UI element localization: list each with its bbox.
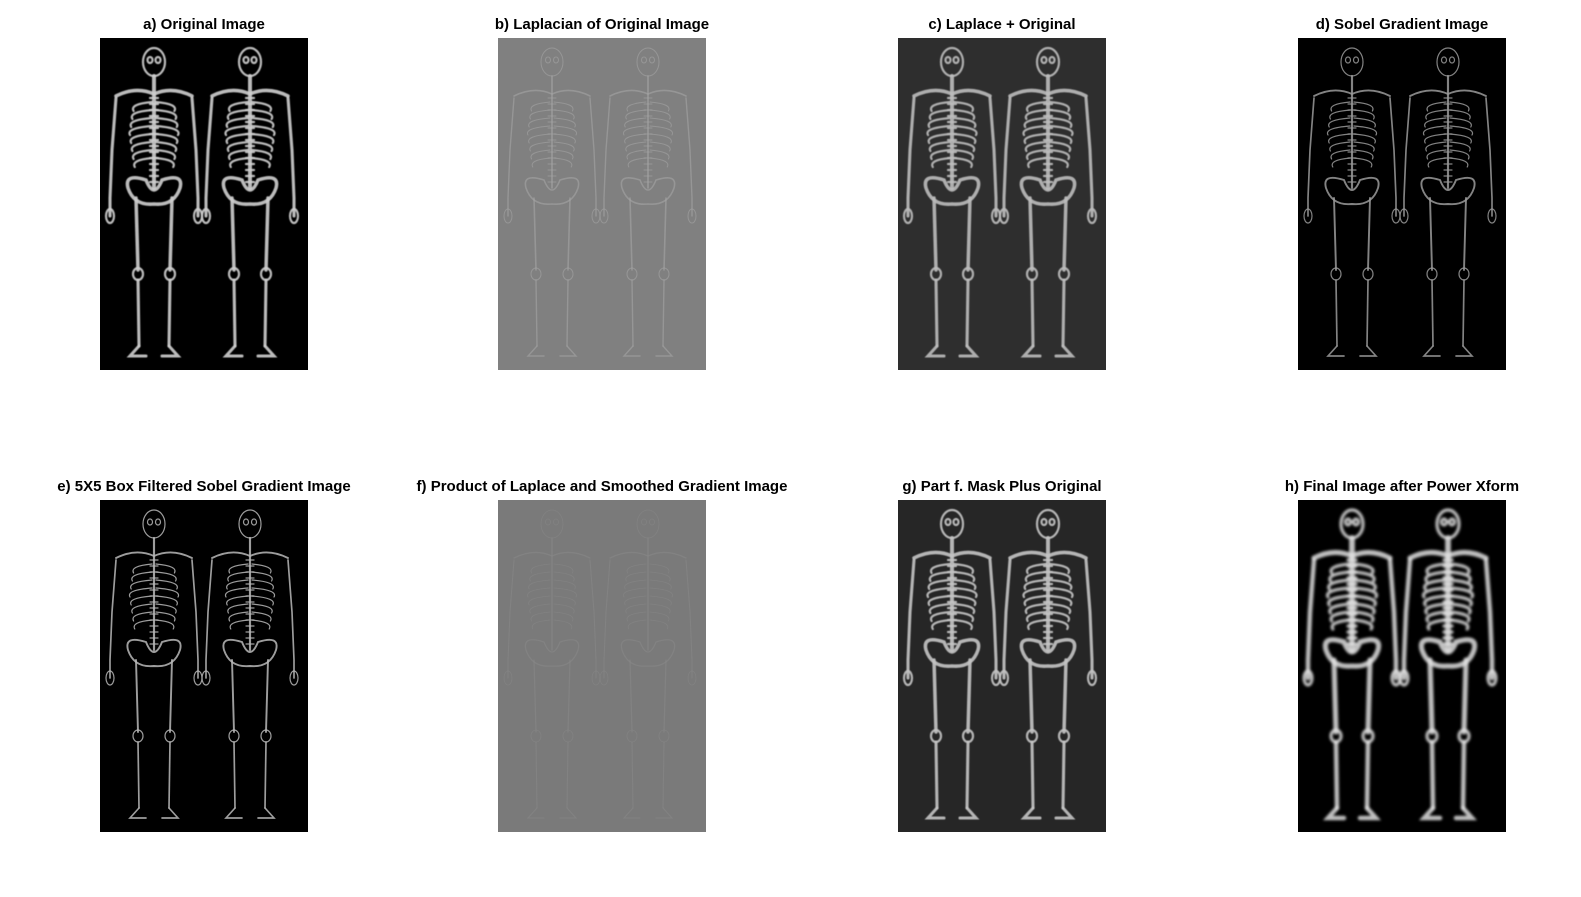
skeleton-scan-graphic bbox=[100, 38, 308, 370]
panel-e: e) 5X5 Box Filtered Sobel Gradient Image bbox=[4, 478, 404, 838]
skeleton-scan-graphic bbox=[498, 500, 706, 832]
panel-h: h) Final Image after Power Xform bbox=[1202, 478, 1581, 838]
skeleton-scan-graphic bbox=[1298, 500, 1506, 832]
panel-d: d) Sobel Gradient Image bbox=[1202, 16, 1581, 376]
panel-a-image bbox=[100, 38, 308, 370]
image-background bbox=[498, 38, 706, 370]
panel-g-image bbox=[898, 500, 1106, 832]
image-background bbox=[498, 500, 706, 832]
skeleton-pair bbox=[1303, 47, 1497, 357]
panel-h-title: h) Final Image after Power Xform bbox=[1284, 478, 1520, 495]
skeleton-pair bbox=[503, 47, 697, 357]
panel-d-title: d) Sobel Gradient Image bbox=[1315, 16, 1489, 33]
panel-g: g) Part f. Mask Plus Original bbox=[802, 478, 1202, 838]
panel-b-image bbox=[498, 38, 706, 370]
panel-c-title: c) Laplace + Original bbox=[928, 16, 1076, 33]
image-background bbox=[100, 38, 308, 370]
panel-b-title: b) Laplacian of Original Image bbox=[494, 16, 710, 33]
skeleton-pair bbox=[104, 46, 300, 358]
skeleton-pair bbox=[1302, 508, 1498, 821]
panel-a-title: a) Original Image bbox=[143, 16, 265, 33]
panel-d-image bbox=[1298, 38, 1506, 370]
skeleton-pair bbox=[503, 509, 697, 819]
skeleton-scan-graphic bbox=[498, 38, 706, 370]
skeleton-scan-graphic bbox=[100, 500, 308, 832]
skeleton-pair bbox=[902, 508, 1098, 820]
panel-h-image bbox=[1298, 500, 1506, 832]
panel-a: a) Original Image bbox=[4, 16, 404, 376]
panel-e-image bbox=[100, 500, 308, 832]
panel-g-title: g) Part f. Mask Plus Original bbox=[902, 478, 1102, 495]
panel-c-image bbox=[898, 38, 1106, 370]
image-background bbox=[898, 500, 1106, 832]
skeleton-scan-graphic bbox=[1298, 38, 1506, 370]
skeleton-scan-graphic bbox=[898, 38, 1106, 370]
skeleton-pair bbox=[105, 509, 299, 819]
image-background bbox=[100, 500, 308, 832]
panel-b: b) Laplacian of Original Image bbox=[402, 16, 802, 376]
panel-e-title: e) 5X5 Box Filtered Sobel Gradient Image bbox=[57, 478, 351, 495]
panel-f: f) Product of Laplace and Smoothed Gradi… bbox=[402, 478, 802, 838]
panel-c: c) Laplace + Original bbox=[802, 16, 1202, 376]
image-background bbox=[1298, 38, 1506, 370]
panel-f-title: f) Product of Laplace and Smoothed Gradi… bbox=[416, 478, 788, 495]
skeleton-pair bbox=[902, 46, 1098, 358]
image-background bbox=[898, 38, 1106, 370]
panel-f-image bbox=[498, 500, 706, 832]
skeleton-scan-graphic bbox=[898, 500, 1106, 832]
